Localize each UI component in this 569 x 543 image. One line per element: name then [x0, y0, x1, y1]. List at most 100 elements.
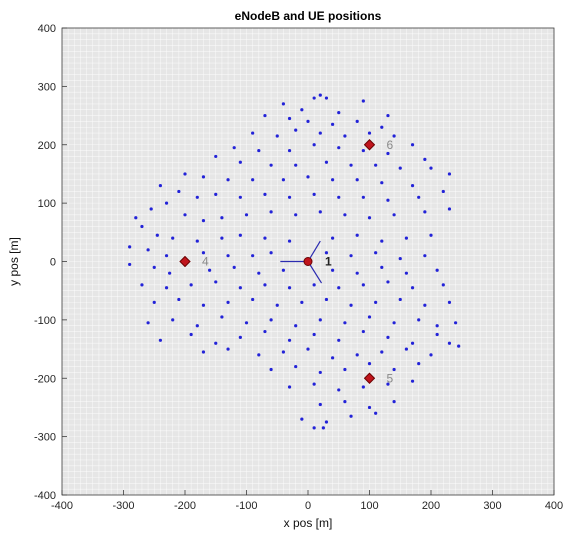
ue-point: [324, 297, 329, 302]
enodeb-label: 1: [325, 255, 332, 269]
ue-point: [177, 297, 181, 302]
ue-point: [238, 233, 242, 237]
ue-point: [318, 210, 322, 214]
x-tick-label: 300: [483, 500, 501, 512]
ue-point: [410, 286, 415, 290]
ue-point: [269, 367, 273, 372]
ue-point: [367, 362, 372, 366]
ue-point: [343, 134, 347, 138]
ue-point: [263, 192, 267, 196]
ue-point: [410, 184, 415, 188]
ue-point: [287, 286, 292, 290]
ue-point: [251, 297, 255, 302]
ue-point: [189, 283, 193, 287]
ue-point: [337, 286, 341, 290]
ue-point: [410, 341, 415, 345]
ue-point: [386, 280, 390, 284]
ue-point: [164, 286, 169, 290]
ue-point: [152, 300, 156, 304]
ue-point: [275, 134, 279, 138]
ue-point: [423, 157, 427, 161]
ue-point: [321, 426, 325, 430]
ue-point: [281, 350, 285, 354]
ue-point: [361, 148, 365, 153]
enodeb-marker: [363, 139, 376, 151]
ue-point: [423, 254, 427, 258]
chart-title: eNodeB and UE positions: [235, 9, 382, 23]
ue-point: [374, 251, 378, 255]
ue-point: [355, 119, 359, 123]
enodeb-label: 6: [387, 138, 394, 152]
ue-point: [232, 146, 236, 150]
ue-point: [331, 236, 335, 240]
x-tick-label: 100: [360, 500, 378, 512]
ue-point: [374, 411, 378, 415]
ue-point: [251, 131, 255, 135]
y-tick-label: 200: [38, 140, 56, 152]
ue-point: [361, 329, 365, 334]
ue-point: [410, 143, 415, 147]
ue-point: [447, 207, 452, 211]
ue-point: [146, 248, 150, 252]
ue-point: [201, 175, 206, 179]
ue-point: [392, 134, 396, 138]
ue-point: [195, 195, 199, 199]
ue-point: [447, 172, 452, 176]
ue-point: [214, 341, 218, 345]
x-tick-label: 400: [545, 500, 563, 512]
ue-point: [386, 113, 390, 118]
ue-point: [294, 213, 298, 217]
ue-point: [380, 350, 384, 354]
ue-point: [214, 192, 218, 196]
ue-point: [201, 350, 206, 354]
ue-point: [392, 213, 396, 217]
ue-point: [398, 256, 402, 261]
ue-point: [361, 283, 365, 287]
x-tick-label: -300: [112, 500, 134, 512]
ue-point: [134, 216, 138, 220]
ue-point: [380, 125, 384, 129]
ue-point: [343, 367, 347, 372]
ue-point: [226, 347, 230, 351]
ue-point: [386, 151, 390, 156]
ue-point: [269, 210, 273, 214]
ue-point: [337, 146, 341, 150]
enodeb-label: 5: [387, 371, 394, 385]
ue-point: [331, 268, 335, 272]
ue-point: [367, 216, 372, 220]
ue-point: [318, 131, 322, 135]
ue-point: [281, 268, 285, 272]
enodeb-marker: [303, 257, 313, 266]
ue-point: [238, 335, 242, 339]
ue-point: [275, 303, 279, 307]
y-tick-label: -300: [34, 432, 56, 444]
ue-points: [128, 93, 461, 430]
ue-point: [410, 379, 415, 383]
ue-point: [361, 99, 365, 103]
ue-point: [318, 93, 322, 97]
y-tick-label: -100: [34, 315, 56, 327]
ue-point: [306, 119, 310, 123]
ue-point: [263, 113, 267, 118]
ue-point: [312, 96, 316, 100]
ue-point: [294, 163, 298, 167]
ue-point: [300, 300, 304, 304]
ue-point: [361, 195, 365, 199]
ue-point: [214, 280, 218, 284]
ue-point: [177, 189, 181, 194]
ue-point: [367, 131, 372, 135]
ue-point: [287, 195, 292, 199]
ue-point: [331, 356, 335, 360]
ue-point: [158, 184, 162, 188]
ue-point: [324, 251, 329, 255]
ue-point: [269, 318, 273, 322]
ue-point: [149, 207, 153, 211]
ue-point: [171, 236, 175, 240]
ue-point: [318, 402, 322, 407]
x-tick-label: 0: [305, 500, 311, 512]
ue-point: [294, 128, 298, 132]
ue-point: [331, 122, 335, 126]
ue-point: [392, 321, 396, 325]
ue-point: [349, 303, 353, 307]
